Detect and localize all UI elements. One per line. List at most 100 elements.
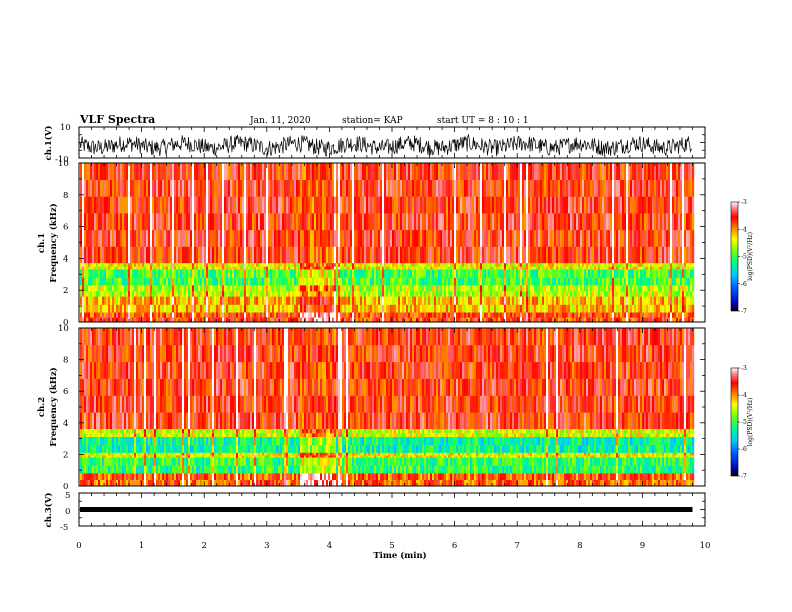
spectrogram-cell bbox=[126, 229, 129, 247]
spectrogram-cell bbox=[232, 196, 235, 214]
spectrogram-cell bbox=[186, 263, 189, 267]
spectrogram-cell bbox=[530, 229, 533, 247]
spectrogram-cell bbox=[448, 296, 451, 305]
spectrogram-cell bbox=[426, 196, 429, 214]
spectrogram-cell bbox=[162, 296, 165, 305]
spectrogram-cell bbox=[514, 317, 517, 323]
spectrogram-cell bbox=[542, 213, 545, 231]
spectrogram-cell bbox=[374, 246, 377, 264]
spectrogram-cell bbox=[226, 213, 229, 231]
spectrogram-cell bbox=[82, 312, 85, 318]
spectrogram-cell bbox=[686, 163, 689, 180]
spectrogram-cell bbox=[496, 229, 499, 247]
spectrogram-cell bbox=[512, 312, 515, 318]
spectrogram-cell bbox=[566, 246, 569, 264]
spectrogram-cell bbox=[404, 277, 407, 286]
spectrogram-cell bbox=[118, 196, 121, 214]
spectrogram-cell bbox=[478, 196, 481, 214]
spectrogram-cell bbox=[686, 304, 689, 313]
spectrogram-cell bbox=[132, 266, 135, 270]
spectrogram-cell bbox=[284, 312, 287, 318]
spectrogram-cell bbox=[304, 246, 307, 264]
spectrogram-cell bbox=[608, 277, 611, 286]
spectrogram-cell bbox=[168, 304, 171, 313]
spectrogram-cell bbox=[478, 277, 481, 286]
spectrogram-cell bbox=[104, 246, 107, 264]
spectrogram-cell bbox=[130, 317, 133, 323]
spectrogram-cell bbox=[286, 304, 289, 313]
spectrogram-cell bbox=[326, 213, 329, 231]
spectrogram-cell bbox=[250, 317, 253, 323]
spectrogram-cell bbox=[666, 312, 669, 318]
spectrogram-cell bbox=[524, 263, 527, 267]
spectrogram-cell bbox=[170, 246, 173, 264]
spectrogram-cell bbox=[384, 296, 387, 305]
spectrogram-cell bbox=[274, 317, 277, 323]
spectrogram-cell bbox=[624, 304, 627, 313]
spectrogram-cell bbox=[524, 277, 527, 286]
spectrogram-cell bbox=[456, 263, 459, 267]
spectrogram-cell bbox=[548, 196, 551, 214]
spectrogram-cell bbox=[600, 291, 603, 297]
spectrogram-cell bbox=[394, 296, 397, 305]
spectrogram-cell bbox=[394, 179, 397, 197]
spectrogram-cell bbox=[386, 312, 389, 318]
spectrogram-cell bbox=[426, 291, 429, 297]
spectrogram-cell bbox=[492, 277, 495, 286]
spectrogram-cell bbox=[666, 229, 669, 247]
spectrogram-cell bbox=[154, 269, 157, 278]
spectrogram-cell bbox=[530, 163, 533, 180]
spectrogram-cell bbox=[202, 196, 205, 214]
spectrogram-cell bbox=[424, 163, 427, 180]
spectrogram-cell bbox=[316, 246, 319, 264]
spectrogram-cell bbox=[466, 277, 469, 286]
spectrogram-cell bbox=[480, 266, 483, 270]
spectrogram-cell bbox=[306, 196, 309, 214]
spectrogram-cell bbox=[484, 163, 487, 180]
spectrogram-cell bbox=[118, 317, 121, 323]
spectrogram-cell bbox=[338, 285, 341, 292]
spectrogram-cell bbox=[234, 163, 237, 180]
spectrogram-cell bbox=[368, 277, 371, 286]
spectrogram-cell bbox=[434, 179, 437, 197]
spectrogram-cell bbox=[560, 277, 563, 286]
spectrogram-cell bbox=[350, 266, 353, 270]
spectrogram-cell bbox=[392, 163, 395, 180]
spectrogram-cell bbox=[596, 163, 599, 180]
spectrogram-cell bbox=[500, 269, 503, 278]
spectrogram-cell bbox=[570, 296, 573, 305]
spectrogram-cell bbox=[532, 196, 535, 214]
spectrogram-cell bbox=[184, 269, 187, 278]
spectrogram-cell bbox=[548, 213, 551, 231]
spectrogram-cell bbox=[510, 269, 513, 278]
spectrogram-cell bbox=[266, 213, 269, 231]
spectrogram-cell bbox=[368, 263, 371, 267]
spectrogram-cell bbox=[386, 163, 389, 180]
spectrogram-cell bbox=[310, 317, 313, 323]
spectrogram-cell bbox=[214, 263, 217, 267]
spectrogram-cell bbox=[298, 213, 301, 231]
spectrogram-cell bbox=[126, 179, 129, 197]
spectrogram-cell bbox=[430, 263, 433, 267]
spectrogram-cell bbox=[618, 196, 621, 214]
spectrogram-cell bbox=[354, 263, 357, 267]
spectrogram-cell bbox=[210, 285, 213, 292]
spectrogram-cell bbox=[88, 317, 91, 323]
spectrogram-cell bbox=[462, 312, 465, 318]
spectrogram-cell bbox=[190, 163, 193, 180]
spectrogram-cell bbox=[96, 317, 99, 323]
spectrogram-cell bbox=[372, 179, 375, 197]
spectrogram-cell bbox=[578, 317, 581, 323]
spectrogram-cell bbox=[292, 285, 295, 292]
spectrogram-cell bbox=[614, 196, 617, 214]
spectrogram-cell bbox=[412, 246, 415, 264]
spectrogram-cell bbox=[404, 304, 407, 313]
spectrogram-cell bbox=[504, 296, 507, 305]
spectrogram-cell bbox=[436, 196, 439, 214]
spectrogram-cell bbox=[414, 269, 417, 278]
spectrogram-cell bbox=[132, 317, 135, 323]
spectrogram-cell bbox=[188, 266, 191, 270]
spectrogram-cell bbox=[116, 269, 119, 278]
spectrogram-cell bbox=[102, 285, 105, 292]
spectrogram-cell bbox=[266, 285, 269, 292]
